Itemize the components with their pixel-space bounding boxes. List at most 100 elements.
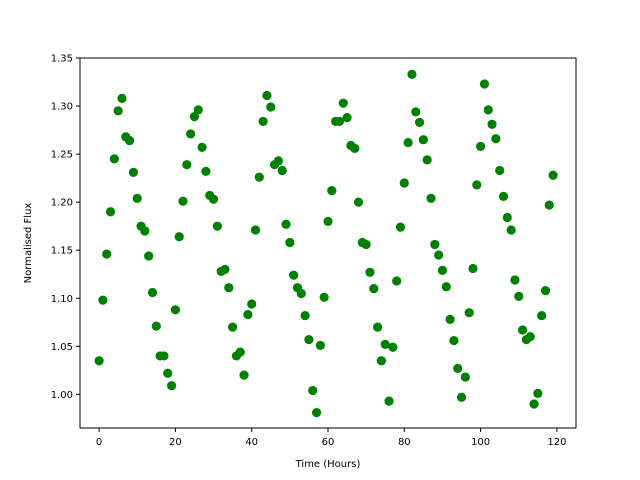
data-point [151, 321, 161, 331]
data-point [197, 142, 207, 152]
data-point [140, 226, 150, 236]
data-point [342, 112, 352, 123]
data-point [460, 372, 470, 382]
data-point [250, 225, 261, 235]
data-point [395, 222, 406, 232]
data-point [510, 275, 520, 285]
x-tick-label: 120 [547, 437, 566, 448]
data-point [262, 90, 272, 101]
data-point [208, 194, 219, 204]
data-point [533, 388, 543, 398]
data-point [258, 116, 268, 127]
data-point [235, 347, 245, 357]
data-point [285, 237, 295, 248]
x-tick-label: 100 [471, 437, 490, 448]
data-point [411, 107, 421, 117]
y-tick-label: 1.25 [51, 150, 73, 161]
data-point [495, 165, 505, 176]
data-point [277, 165, 287, 176]
data-point [430, 239, 440, 250]
data-point [228, 322, 238, 332]
data-point [392, 276, 402, 286]
data-point [525, 332, 535, 342]
x-tick-label: 60 [322, 437, 335, 448]
data-point [174, 232, 184, 242]
data-point [315, 340, 325, 350]
data-point [487, 119, 497, 129]
y-tick-label: 1.15 [51, 246, 73, 257]
data-point [311, 408, 322, 418]
data-point [334, 116, 345, 127]
data-point [105, 207, 116, 217]
data-point [159, 351, 169, 361]
data-point [544, 200, 554, 210]
data-point [163, 368, 173, 378]
data-point [109, 154, 119, 164]
y-tick-label: 1.05 [51, 342, 73, 353]
data-point [369, 284, 379, 294]
data-point [548, 170, 558, 180]
data-point [353, 197, 364, 207]
data-point [281, 219, 291, 229]
y-axis-label: Normalised Flux [23, 203, 34, 284]
data-point [414, 117, 425, 127]
data-points [94, 69, 558, 418]
data-point [476, 141, 486, 152]
data-point [373, 322, 383, 332]
data-point [178, 196, 188, 206]
data-point [254, 172, 264, 182]
data-point [445, 314, 455, 324]
data-point [407, 69, 417, 79]
data-point [540, 285, 551, 296]
data-point [212, 221, 222, 231]
data-point [308, 385, 318, 396]
data-point [289, 270, 299, 280]
data-point [456, 392, 467, 402]
x-tick-label: 40 [245, 437, 258, 448]
data-point [517, 325, 528, 335]
data-point [384, 396, 394, 406]
data-point [361, 239, 371, 250]
data-point [201, 166, 211, 176]
data-point [491, 134, 501, 144]
data-point [132, 193, 142, 203]
data-point [243, 310, 253, 320]
data-point [247, 299, 257, 309]
data-point [498, 191, 509, 201]
data-point [239, 370, 249, 380]
data-point [350, 143, 360, 153]
data-point [319, 292, 329, 302]
data-point [94, 356, 104, 366]
data-point [514, 291, 524, 301]
x-tick-label: 20 [169, 437, 182, 448]
data-point [144, 251, 154, 261]
y-tick-label: 1.00 [51, 390, 73, 401]
data-point [117, 93, 127, 103]
data-point [388, 342, 398, 352]
data-point [338, 98, 348, 108]
data-point [125, 136, 135, 146]
data-point [479, 79, 490, 89]
data-point [537, 310, 547, 321]
data-point [506, 225, 516, 235]
data-point [426, 193, 436, 203]
data-point [483, 105, 493, 115]
data-point [220, 264, 230, 275]
data-point [449, 335, 459, 346]
data-point [468, 263, 478, 274]
data-point [102, 249, 112, 259]
data-point [224, 283, 234, 293]
data-point [453, 363, 463, 374]
data-point [327, 186, 337, 196]
data-point [464, 308, 474, 318]
data-point [189, 112, 200, 122]
data-point [403, 137, 413, 148]
axes-frame [79, 57, 577, 429]
y-tick-label: 1.20 [51, 198, 73, 209]
data-point [441, 282, 451, 292]
y-tick-label: 1.35 [51, 54, 73, 65]
y-axis-ticks: 1.00 1.05 1.10 1.15 1.20 1.25 1.30 1.35 [51, 54, 80, 401]
data-point [323, 216, 333, 226]
data-point [380, 339, 390, 349]
